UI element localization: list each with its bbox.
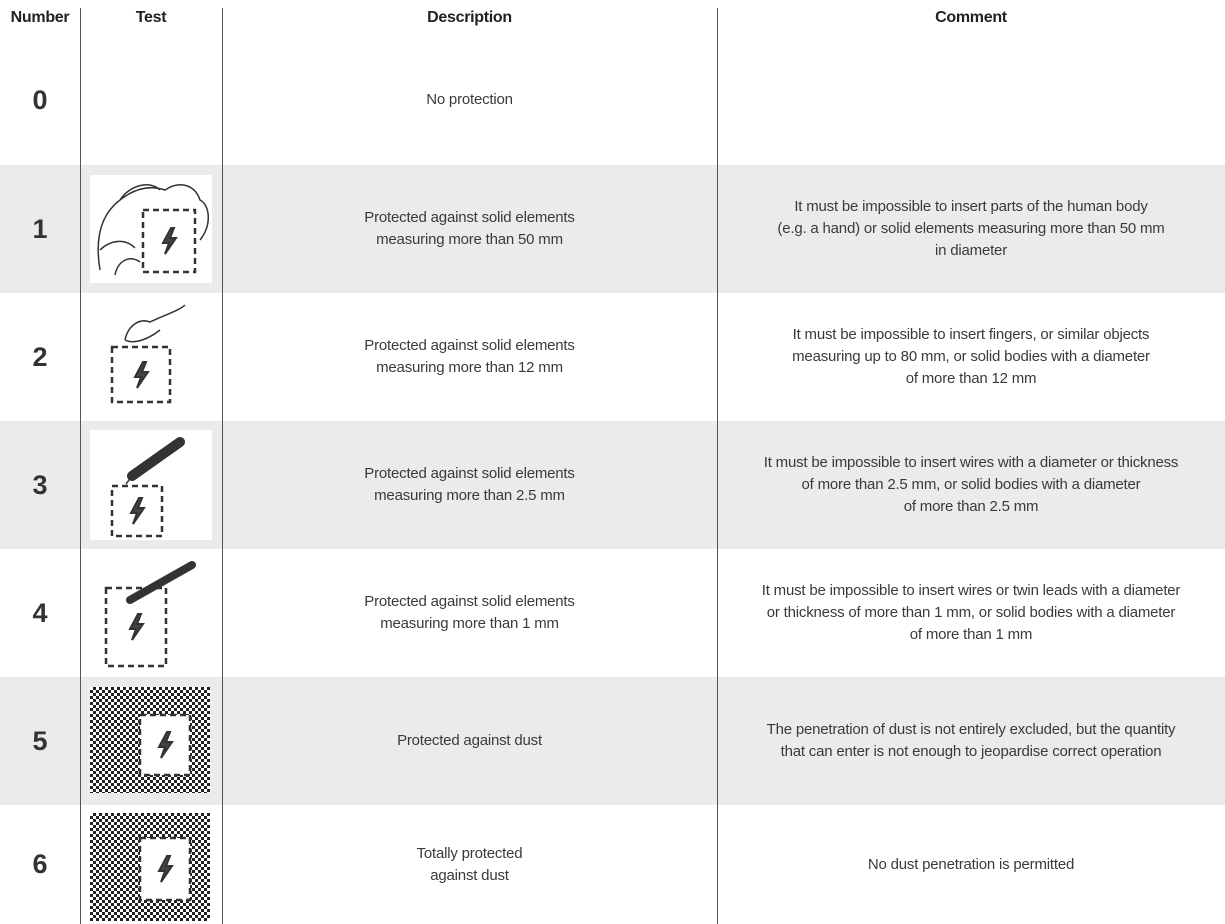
comment-line: It must be impossible to insert parts of… [794,198,1148,215]
description-line: measuring more than 2.5 mm [374,487,565,504]
number-cell: 3 [32,469,48,500]
column-divider [717,8,718,924]
table-row: 6 Totally protected against dust No dust pe… [0,805,1225,924]
comment-line: or thickness of more than 1 mm, or solid… [766,604,1176,621]
number-cell: 0 [32,84,48,115]
comment-cell: It must be impossible to insert wires wi… [717,421,1225,549]
header-row: Number Test Description Comment [0,0,1225,35]
test-cell [80,549,222,677]
comment-cell: No dust penetration is permitted [717,805,1225,924]
description-line: No protection [426,91,513,108]
comment-line: It must be impossible to insert wires wi… [763,454,1179,471]
comment-line: It must be impossible to insert fingers,… [792,326,1150,343]
description-line: measuring more than 1 mm [380,615,559,632]
description-cell: Protected against solid elements measurin… [222,421,717,549]
description-cell: Protected against solid elements measurin… [222,293,717,421]
description-line: Protected against solid elements [364,593,575,610]
description-line: against dust [430,866,509,884]
number-cell: 1 [32,213,48,244]
comment-line: that can enter is not enough to jeopardi… [780,743,1162,760]
number-cell: 5 [32,725,48,756]
table-row: 1 Protected against solid elements measuri… [0,165,1225,293]
description-line: measuring more than 12 mm [376,359,563,376]
comment-cell: The penetration of dust is not entirely … [717,677,1225,805]
comment-line: No dust penetration is permitted [867,855,1075,873]
comment-line: of more than 2.5 mm [903,498,1039,515]
description-cell: Protected against solid elements measurin… [222,165,717,293]
number-cell: 2 [32,341,48,372]
header-cell: Test [135,8,167,26]
column-divider [222,8,223,924]
description-line: Protected against dust [397,732,542,749]
description-cell: Totally protected against dust [222,805,717,924]
description-cell: No protection [222,35,717,165]
test-cell [80,35,222,165]
comment-line: It must be impossible to insert wires or… [761,582,1181,599]
table-row: 3 Protected against solid elements measuri… [0,421,1225,549]
comment-line: The penetration of dust is not entirely … [766,721,1176,738]
comment-line: of more than 1 mm [909,626,1033,643]
test-cell [80,677,222,805]
header-cell: Comment [935,8,1007,26]
table-row: 5 Protected against dust The penetration o… [0,677,1225,805]
number-cell: 6 [32,849,48,879]
comment-line: (e.g. a hand) or solid elements measurin… [777,220,1165,237]
description-cell: Protected against dust [222,677,717,805]
header-cell: Description [427,8,512,26]
comment-cell: It must be impossible to insert fingers,… [717,293,1225,421]
description-line: Protected against solid elements [364,209,575,226]
comment-cell: It must be impossible to insert wires or… [717,549,1225,677]
column-divider [80,8,81,924]
comment-line: of more than 2.5 mm, or solid bodies wit… [801,476,1141,493]
comment-line: measuring up to 80 mm, or solid bodies w… [792,348,1150,365]
description-line: Protected against solid elements [364,337,575,354]
table-row: 2 Protected against solid elements measuri… [0,293,1225,421]
comment-line: of more than 12 mm [905,370,1037,387]
test-cell [80,293,222,421]
description-line: Protected against solid elements [364,465,575,482]
table-row: 4 Protected against solid elements measuri… [0,549,1225,677]
comment-cell [717,35,1225,165]
test-cell [80,165,222,293]
number-cell: 4 [32,597,48,628]
comment-cell: It must be impossible to insert parts of… [717,165,1225,293]
description-line: measuring more than 50 mm [376,231,563,248]
table-row: 0 No protection [0,35,1225,165]
description-line: Totally protected [416,844,523,862]
description-cell: Protected against solid elements measurin… [222,549,717,677]
comment-line: in diameter [934,242,1007,259]
header-cell: Number [10,8,70,26]
test-cell [80,805,222,924]
test-cell [80,421,222,549]
